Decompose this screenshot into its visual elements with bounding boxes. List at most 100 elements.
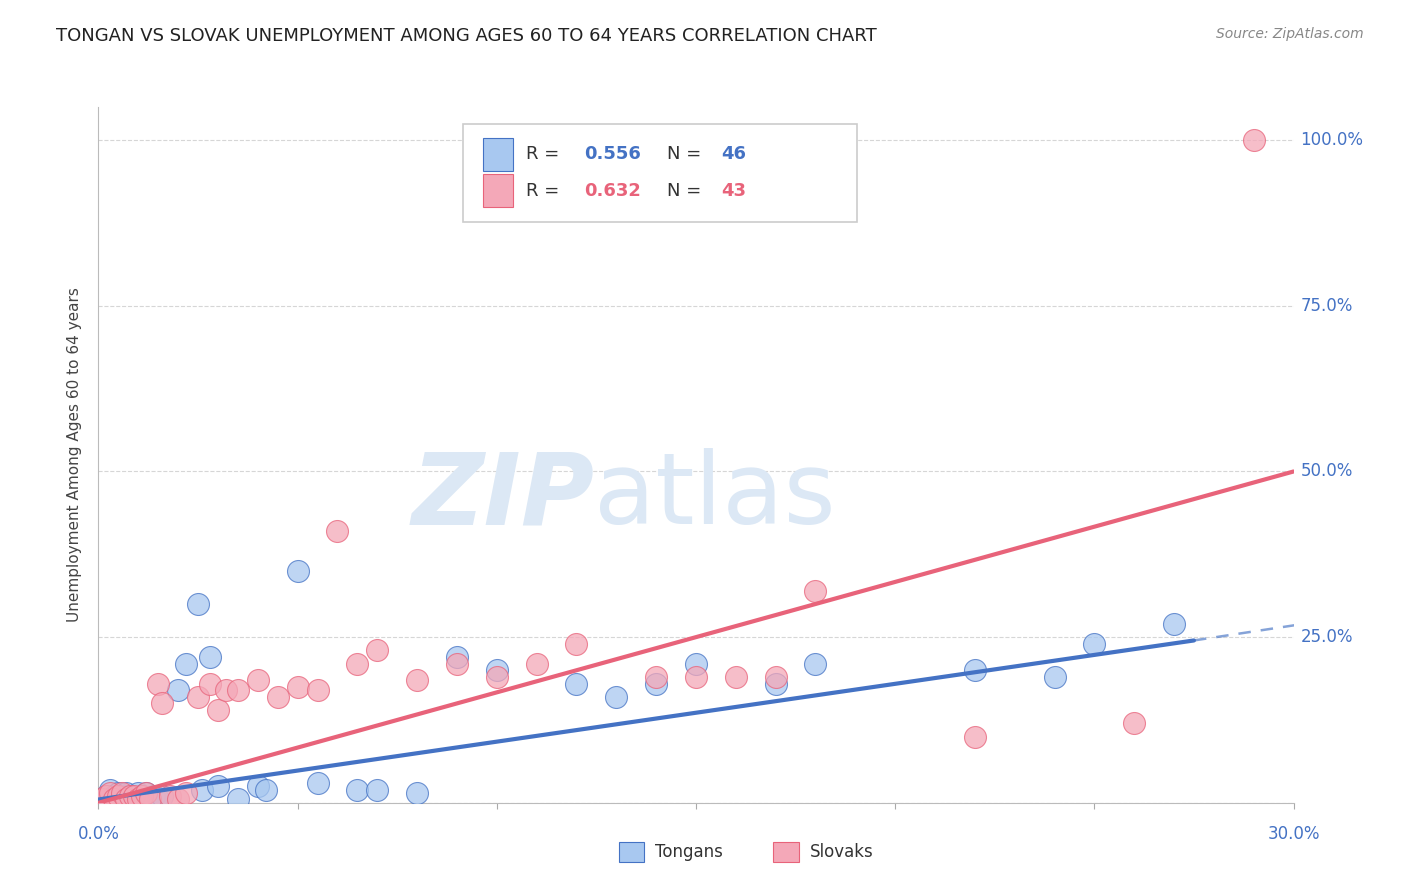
Point: [326, 524, 349, 538]
Point: [115, 792, 138, 806]
Point: [645, 676, 668, 690]
Point: [287, 680, 309, 694]
Point: [150, 697, 173, 711]
Point: [131, 789, 153, 804]
Point: [148, 792, 170, 806]
Point: [963, 663, 986, 677]
Point: [804, 657, 827, 671]
Point: [198, 676, 221, 690]
Point: [120, 789, 142, 804]
Point: [765, 676, 787, 690]
Point: [485, 663, 508, 677]
Point: [1123, 716, 1146, 731]
Text: 50.0%: 50.0%: [1301, 462, 1353, 481]
Text: 75.0%: 75.0%: [1301, 297, 1353, 315]
Point: [685, 670, 707, 684]
Point: [307, 776, 329, 790]
Point: [124, 789, 146, 804]
Point: [246, 673, 269, 688]
Point: [174, 657, 197, 671]
Point: [215, 683, 238, 698]
Point: [446, 650, 468, 665]
Point: [139, 792, 162, 806]
Point: [120, 789, 142, 804]
Point: [406, 673, 429, 688]
Point: [191, 782, 214, 797]
Text: R =: R =: [526, 145, 565, 163]
Text: 0.556: 0.556: [583, 145, 641, 163]
Text: atlas: atlas: [595, 448, 837, 545]
Point: [135, 786, 157, 800]
Text: 0.0%: 0.0%: [77, 825, 120, 843]
Point: [139, 792, 162, 806]
Text: N =: N =: [668, 182, 707, 200]
Text: Source: ZipAtlas.com: Source: ZipAtlas.com: [1216, 27, 1364, 41]
Point: [645, 670, 668, 684]
Point: [127, 792, 149, 806]
Point: [103, 789, 125, 804]
Point: [526, 657, 548, 671]
Point: [103, 792, 125, 806]
Point: [187, 597, 209, 611]
Point: [143, 789, 166, 804]
Point: [406, 786, 429, 800]
Text: Slovaks: Slovaks: [810, 843, 873, 861]
Text: Tongans: Tongans: [655, 843, 723, 861]
Point: [446, 657, 468, 671]
Point: [96, 789, 118, 804]
Point: [124, 792, 146, 806]
Point: [267, 690, 290, 704]
Point: [346, 782, 368, 797]
Point: [115, 792, 138, 806]
Point: [150, 789, 173, 804]
Text: TONGAN VS SLOVAK UNEMPLOYMENT AMONG AGES 60 TO 64 YEARS CORRELATION CHART: TONGAN VS SLOVAK UNEMPLOYMENT AMONG AGES…: [56, 27, 877, 45]
Point: [107, 786, 129, 800]
Point: [159, 789, 181, 804]
Point: [111, 789, 134, 804]
Point: [111, 786, 134, 800]
Text: N =: N =: [668, 145, 707, 163]
Point: [226, 683, 249, 698]
Text: 0.632: 0.632: [583, 182, 641, 200]
Point: [167, 792, 190, 806]
Point: [127, 792, 149, 806]
Point: [107, 789, 129, 804]
Point: [107, 792, 129, 806]
Point: [98, 786, 122, 800]
Point: [115, 786, 138, 800]
Point: [91, 792, 114, 806]
Point: [198, 650, 221, 665]
Point: [485, 670, 508, 684]
FancyBboxPatch shape: [484, 174, 513, 207]
Point: [207, 703, 229, 717]
Point: [685, 657, 707, 671]
Point: [246, 779, 269, 793]
Point: [605, 690, 627, 704]
Point: [98, 782, 122, 797]
Point: [148, 676, 170, 690]
Point: [565, 676, 588, 690]
Point: [366, 782, 388, 797]
Point: [366, 643, 388, 657]
FancyBboxPatch shape: [484, 137, 513, 171]
Point: [963, 730, 986, 744]
Point: [804, 583, 827, 598]
Point: [307, 683, 329, 698]
Text: 43: 43: [721, 182, 747, 200]
Point: [167, 683, 190, 698]
Text: 25.0%: 25.0%: [1301, 628, 1353, 646]
Y-axis label: Unemployment Among Ages 60 to 64 years: Unemployment Among Ages 60 to 64 years: [67, 287, 83, 623]
Point: [96, 789, 118, 804]
Point: [565, 637, 588, 651]
Point: [765, 670, 787, 684]
Text: 100.0%: 100.0%: [1301, 131, 1364, 149]
Point: [1163, 616, 1185, 631]
FancyBboxPatch shape: [463, 124, 858, 222]
Point: [287, 564, 309, 578]
Point: [724, 670, 747, 684]
Text: R =: R =: [526, 182, 565, 200]
Text: ZIP: ZIP: [412, 448, 595, 545]
Point: [131, 789, 153, 804]
Point: [226, 792, 249, 806]
Point: [98, 792, 122, 806]
